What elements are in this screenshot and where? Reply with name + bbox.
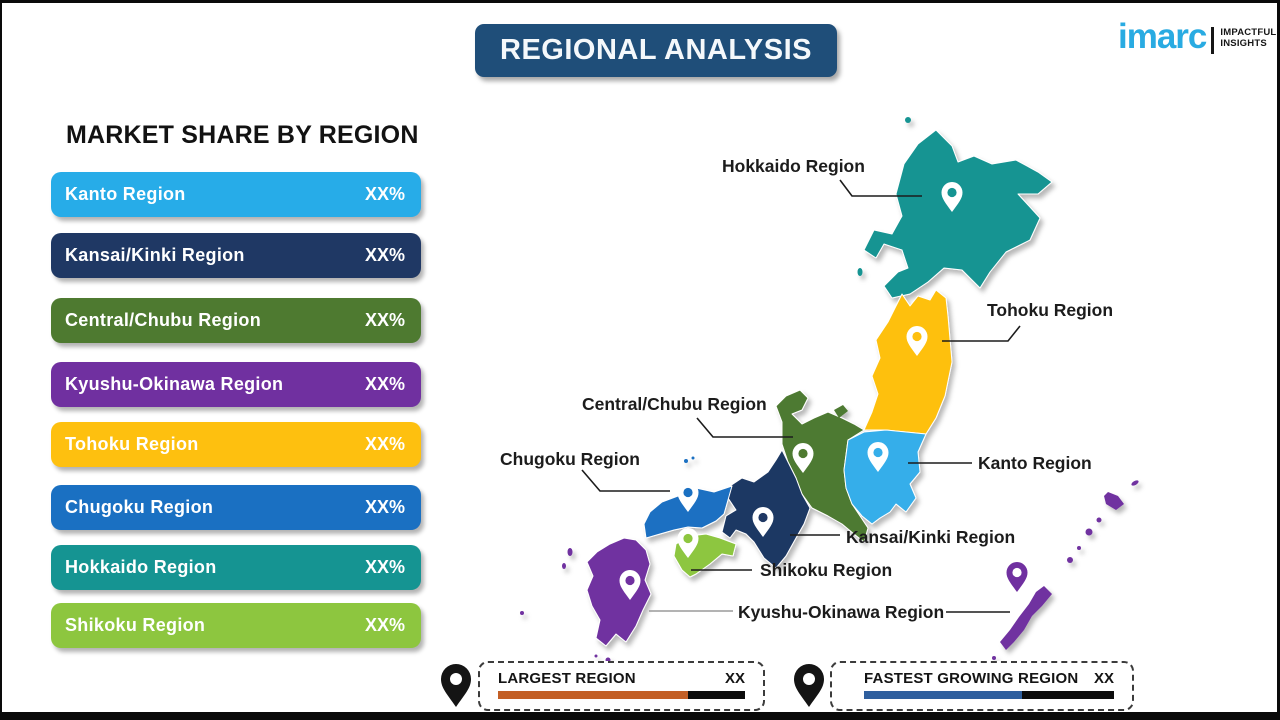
okinawa-pin-icon <box>1006 562 1028 592</box>
hokkaido-pin-icon <box>941 182 963 212</box>
share-bar-label: Kansai/Kinki Region <box>65 245 245 265</box>
map-islet-okinawa <box>1131 480 1139 486</box>
map-islet-okinawa <box>1085 528 1093 536</box>
share-bar-value: XX% <box>364 615 405 635</box>
map-label-chubu: Central/Chubu Region <box>582 394 767 414</box>
letterbox-right <box>1277 0 1280 720</box>
map-region-kanto <box>843 429 927 525</box>
map-islet <box>594 654 598 658</box>
map-islet-okinawa <box>1096 517 1102 523</box>
japan-map: Hokkaido Region Tohoku Region Central/Ch… <box>440 100 1180 670</box>
largest-region-legend: LARGEST REGION XX <box>478 661 765 711</box>
share-bar-tohoku: Tohoku Region XX% <box>51 422 421 467</box>
map-region-kyushu <box>586 537 652 647</box>
fastest-growing-bar-fill <box>864 691 1022 699</box>
kyushu-pin-icon <box>619 570 641 600</box>
fastest-growing-label: FASTEST GROWING REGION <box>864 670 1079 687</box>
share-bar-value: XX% <box>364 434 405 454</box>
title-banner: REGIONAL ANALYSIS <box>475 24 837 77</box>
largest-region-bar-fill <box>498 691 689 699</box>
chubu-pin-icon <box>792 443 814 473</box>
map-islet-sado <box>834 405 848 418</box>
map-label-hokkaido: Hokkaido Region <box>722 156 865 176</box>
chubu-leader-line <box>696 417 793 438</box>
logo-divider <box>1211 27 1215 54</box>
map-islet <box>684 459 688 463</box>
share-bar-value: XX% <box>364 557 405 577</box>
map-islet-okinawa <box>992 656 996 660</box>
map-label-kyushu-okinawa: Kyushu-Okinawa Region <box>738 602 944 622</box>
kanto-pin-icon <box>867 442 889 472</box>
logo-tagline-line1: IMPACTFUL <box>1220 27 1277 38</box>
largest-region-value: XX <box>724 670 745 687</box>
share-bar-label: Central/Chubu Region <box>65 310 261 330</box>
share-bar-label: Hokkaido Region <box>65 557 217 577</box>
map-label-chugoku: Chugoku Region <box>500 449 640 469</box>
share-bar-value: XX% <box>364 310 405 330</box>
map-island-okinawa-main <box>1000 586 1052 650</box>
map-label-kansai: Kansai/Kinki Region <box>846 527 1015 547</box>
imarc-logo: imarc IMPACTFUL INSIGHTS <box>1118 17 1276 56</box>
largest-region-pin-icon <box>441 664 471 707</box>
map-islet <box>905 117 911 123</box>
market-share-heading: MARKET SHARE BY REGION <box>66 121 419 149</box>
share-bar-label: Tohoku Region <box>65 434 199 454</box>
logo-tagline: IMPACTFUL INSIGHTS <box>1220 27 1276 49</box>
map-islet-okinawa <box>1067 557 1073 563</box>
share-bar-kanto: Kanto Region XX% <box>51 172 421 217</box>
fastest-growing-legend: FASTEST GROWING REGION XX <box>830 661 1134 711</box>
share-bar-value: XX% <box>364 497 405 517</box>
page-title: REGIONAL ANALYSIS <box>500 34 812 66</box>
share-bar-value: XX% <box>364 374 405 394</box>
kansai-pin-icon <box>752 507 774 537</box>
share-bar-kyushu: Kyushu-Okinawa Region XX% <box>51 362 421 407</box>
chugoku-leader-line <box>581 469 670 492</box>
largest-region-bar <box>498 691 745 699</box>
largest-region-label: LARGEST REGION <box>498 670 636 687</box>
hokkaido-leader-line <box>839 179 922 197</box>
shikoku-pin-icon <box>677 528 699 558</box>
share-bar-chugoku: Chugoku Region XX% <box>51 485 421 530</box>
letterbox-top <box>0 0 1280 3</box>
share-bar-label: Shikoku Region <box>65 615 206 635</box>
imarc-brand-text: imarc <box>1118 17 1207 56</box>
share-bar-chubu: Central/Chubu Region XX% <box>51 298 421 343</box>
map-region-tohoku <box>863 289 953 435</box>
map-islet-okinawa <box>1077 546 1081 550</box>
map-label-kanto: Kanto Region <box>978 453 1092 473</box>
logo-tagline-line2: INSIGHTS <box>1220 38 1267 49</box>
share-bar-value: XX% <box>364 184 405 204</box>
map-label-tohoku: Tohoku Region <box>987 300 1113 320</box>
map-islet <box>562 563 566 569</box>
map-islet <box>520 611 524 615</box>
tohoku-leader-line <box>942 325 1021 342</box>
fastest-growing-value: XX <box>1093 670 1114 687</box>
chugoku-pin-icon <box>677 482 699 512</box>
fastest-growing-pin-icon <box>794 664 824 707</box>
map-label-shikoku: Shikoku Region <box>760 560 892 580</box>
fastest-growing-bar <box>864 691 1114 699</box>
share-bar-label: Kyushu-Okinawa Region <box>65 374 284 394</box>
share-bar-value: XX% <box>364 245 405 265</box>
share-bar-label: Kanto Region <box>65 184 186 204</box>
map-region-hokkaido <box>863 129 1053 299</box>
letterbox-left <box>0 0 2 720</box>
share-bar-label: Chugoku Region <box>65 497 214 517</box>
map-islet-okinawa <box>1104 492 1124 510</box>
map-islet <box>857 268 863 276</box>
map-islet <box>691 456 695 460</box>
map-islet <box>567 548 573 556</box>
share-bar-kansai: Kansai/Kinki Region XX% <box>51 233 421 278</box>
share-bar-shikoku: Shikoku Region XX% <box>51 603 421 648</box>
tohoku-pin-icon <box>906 326 928 356</box>
letterbox-bottom <box>0 712 1280 720</box>
share-bar-hokkaido: Hokkaido Region XX% <box>51 545 421 590</box>
